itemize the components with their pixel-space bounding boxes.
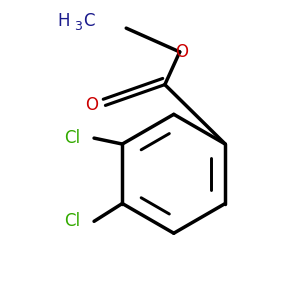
- Text: H: H: [58, 12, 70, 30]
- Text: 3: 3: [74, 20, 82, 33]
- Text: C: C: [83, 12, 94, 30]
- Text: O: O: [175, 43, 188, 61]
- Text: Cl: Cl: [64, 129, 81, 147]
- Text: O: O: [85, 96, 98, 114]
- Text: Cl: Cl: [64, 212, 81, 230]
